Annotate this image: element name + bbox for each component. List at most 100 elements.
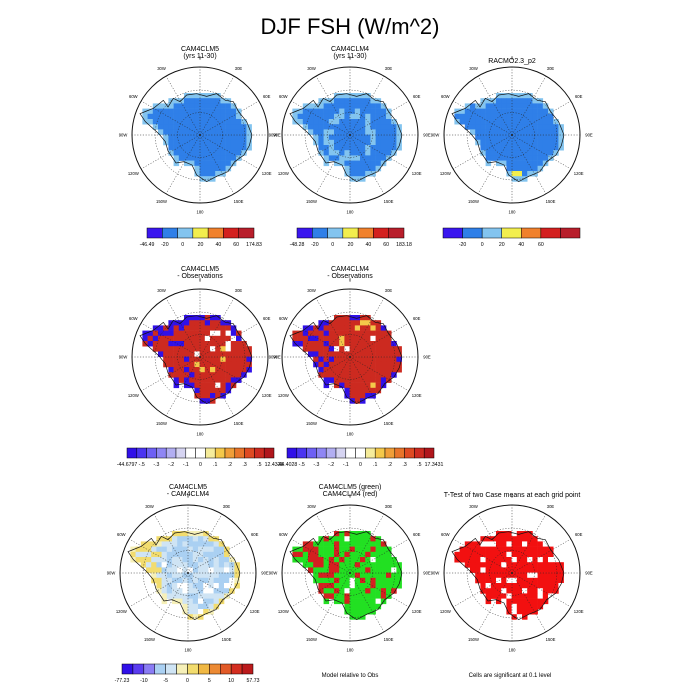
grid-cell (485, 536, 492, 542)
grid-cell (173, 372, 180, 378)
longitude-label: 120W (128, 171, 139, 176)
grid-cell (386, 134, 392, 141)
grid-cell (220, 150, 226, 156)
grid-cell (318, 567, 324, 573)
grid-cell (192, 577, 199, 584)
grid-cell (199, 393, 206, 399)
grid-cell (323, 330, 330, 337)
grid-cell (349, 372, 356, 378)
colorbar-box (126, 447, 138, 459)
grid-cell (464, 124, 471, 130)
grid-cell (187, 557, 194, 563)
grid-cell (553, 583, 559, 589)
grid-cell (522, 93, 528, 99)
grid-cell (380, 145, 387, 151)
colorbar-box (234, 447, 245, 459)
grid-cell (199, 98, 206, 104)
grid-cell (220, 129, 226, 135)
grid-cell (344, 536, 350, 542)
panel-title-line: (yrs 11-30) (333, 53, 367, 60)
grid-cell (215, 150, 221, 156)
grid-cell (318, 557, 324, 563)
grid-cell (198, 593, 204, 599)
grid-cell (208, 567, 214, 573)
grid-cell (496, 562, 502, 568)
grid-cell (380, 551, 387, 558)
grid-cell (516, 536, 523, 542)
grid-cell (189, 377, 195, 383)
grid-cell (501, 124, 507, 130)
longitude-label: 180 (197, 432, 205, 437)
grid-cell (537, 572, 544, 579)
grid-cell (328, 546, 335, 553)
grid-cell (370, 320, 376, 326)
grid-cell (542, 108, 549, 115)
grid-cell (354, 356, 361, 363)
grid-cell (334, 583, 340, 589)
grid-cell (485, 160, 492, 167)
colorbar-label: -.1 (183, 462, 189, 468)
meridian-line (165, 297, 201, 358)
grid-cell (182, 546, 188, 553)
grid-cell (323, 536, 330, 542)
grid-cell (308, 546, 314, 553)
grid-cell (501, 134, 507, 141)
grid-cell (135, 557, 142, 563)
grid-cell (532, 603, 538, 610)
colorbar-label: 0 (331, 242, 334, 248)
grid-cell (168, 361, 174, 368)
grid-cell (323, 377, 330, 383)
grid-cell (178, 341, 185, 347)
grid-cell (537, 145, 544, 151)
grid-cell (516, 609, 523, 615)
colorbar-box (335, 447, 347, 459)
grid-cell (199, 165, 206, 172)
grid-cell (323, 150, 330, 156)
grid-cell (192, 531, 199, 537)
grid-cell (328, 593, 335, 599)
grid-cell (365, 367, 371, 373)
grid-cell (210, 325, 216, 331)
grid-cell (323, 572, 330, 579)
grid-cell (323, 588, 330, 594)
grid-cell (475, 541, 481, 547)
grid-cell (527, 562, 533, 568)
grid-cell (349, 150, 356, 156)
grid-cell (537, 577, 544, 584)
grid-cell (349, 567, 356, 573)
longitude-label: 120E (250, 609, 260, 614)
grid-cell (334, 134, 340, 141)
colorbar-label: -.5 (139, 462, 145, 468)
grid-cell (370, 145, 376, 151)
grid-cell (365, 320, 371, 326)
grid-cell (360, 562, 366, 568)
grid-cell (490, 562, 497, 568)
grid-cell (470, 113, 476, 120)
colorbar-label: .5 (257, 462, 261, 468)
meridian-line (349, 356, 385, 417)
grid-cell (496, 572, 502, 579)
grid-cell (178, 377, 185, 383)
grid-cell (313, 562, 319, 568)
map-cells (454, 93, 564, 182)
grid-cell (192, 536, 199, 542)
grid-cell (344, 150, 350, 156)
grid-cell (344, 171, 350, 177)
colorbar-box (286, 447, 298, 459)
grid-cell (152, 108, 159, 115)
panel-title-line: CAM4CLM5 (180, 266, 220, 273)
grid-cell (380, 361, 387, 368)
colorbar-box (207, 227, 224, 239)
longitude-label: 120W (440, 171, 451, 176)
colorbar-box (162, 227, 178, 239)
grid-cell (194, 367, 200, 373)
grid-cell (230, 103, 237, 109)
grid-cell (527, 546, 533, 553)
grid-cell (224, 572, 230, 579)
grid-cell (230, 335, 237, 342)
grid-cell (334, 335, 340, 342)
grid-cell (542, 572, 549, 579)
colorbar-label: 183.18 (396, 242, 412, 248)
meridian-line (199, 356, 235, 417)
grid-cell (213, 557, 220, 563)
